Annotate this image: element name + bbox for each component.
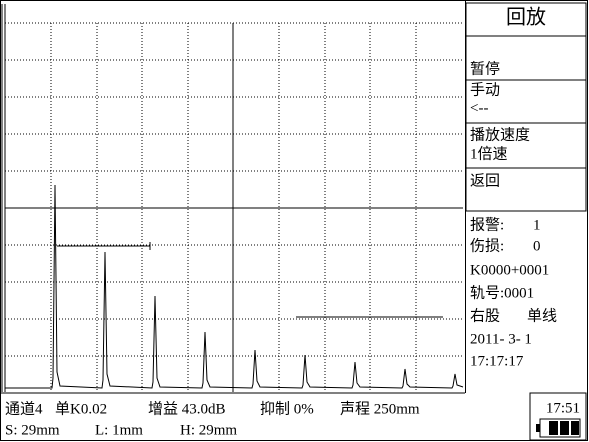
menu-sub: <-- [470, 100, 488, 116]
range: 声程 250mm [340, 399, 420, 417]
l-value: L: 1mm [95, 422, 143, 438]
menu-item[interactable]: 播放速度 [470, 126, 530, 143]
time: 17:17:17 [470, 353, 524, 369]
probe: 单K0.02 [55, 400, 107, 417]
menu-box [465, 167, 587, 212]
alarm-value: 1 [533, 217, 541, 233]
battery [536, 418, 581, 438]
gain: 增益 43.0dB [148, 400, 226, 417]
menu-item[interactable]: 手动 [470, 81, 500, 98]
screen-title: 回放 [506, 6, 546, 29]
menu-sub: 1倍速 [470, 145, 508, 162]
menu-item[interactable]: 返回 [470, 172, 500, 189]
h-value: H: 29mm [180, 422, 237, 438]
clock-box [529, 392, 587, 441]
channel: 通道4 [5, 400, 43, 417]
alarm-label: 报警: [470, 216, 504, 233]
mileage: K0000+0001 [470, 262, 549, 278]
date: 2011- 3- 1 [470, 331, 532, 347]
track: 轨号:0001 [470, 284, 534, 301]
rail: 右股 [470, 307, 500, 324]
s-value: S: 29mm [5, 422, 60, 438]
menu-item[interactable]: 暂停 [470, 60, 500, 77]
gates [57, 242, 443, 318]
line-type: 单线 [527, 307, 557, 324]
damage-label: 伤损: [470, 237, 504, 254]
scan-grid [1, 4, 463, 392]
waveform [4, 184, 464, 389]
suppress: 抑制 0% [260, 400, 314, 417]
clock: 17:51 [546, 400, 580, 416]
damage-value: 0 [533, 238, 541, 254]
